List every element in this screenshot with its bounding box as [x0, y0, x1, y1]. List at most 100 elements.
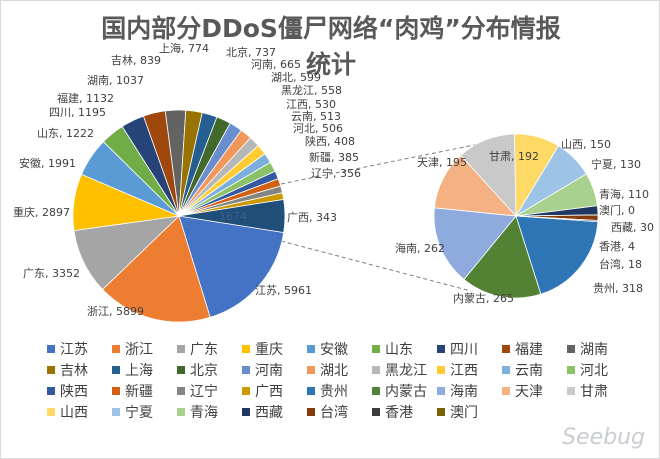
data-label-广东: 广东, 3352 — [23, 267, 80, 280]
pie-slice-香港 — [515, 215, 599, 223]
legend-label: 江苏 — [60, 341, 88, 358]
legend-item-上海: 上海 — [112, 362, 177, 379]
legend-swatch — [242, 344, 250, 353]
pie-slice-内蒙古 — [463, 215, 542, 299]
legend-swatch — [372, 344, 380, 353]
legend-label: 黑龙江 — [385, 362, 427, 379]
legend-item-四川: 四川 — [437, 341, 502, 358]
legend-item-宁夏: 宁夏 — [112, 404, 177, 421]
legend-swatch — [502, 386, 510, 395]
legend-swatch — [372, 386, 380, 395]
legend-swatch — [47, 344, 55, 353]
legend-item-北京: 北京 — [177, 362, 242, 379]
legend-swatch — [307, 407, 315, 416]
data-label-青海: 青海, 110 — [599, 188, 649, 201]
data-label-安徽: 安徽, 1991 — [19, 157, 76, 170]
legend-label: 海南 — [450, 383, 478, 400]
chart-title-line2: 统计 — [305, 50, 356, 79]
data-label-湖北: 湖北, 599 — [271, 71, 321, 84]
data-label-宁夏: 宁夏, 130 — [591, 158, 641, 171]
legend-label: 澳门 — [450, 404, 478, 421]
legend-label: 河南 — [255, 362, 283, 379]
data-label-云南: 云南, 513 — [291, 110, 341, 123]
connector-line-top — [280, 143, 480, 185]
legend-swatch — [242, 407, 250, 416]
pie-slice-other — [178, 199, 286, 233]
data-label-甘肃: 甘肃, 192 — [489, 150, 539, 163]
legend-label: 河北 — [580, 362, 608, 379]
legend-item-贵州: 贵州 — [307, 383, 372, 400]
legend-swatch — [502, 365, 510, 374]
legend-swatch — [567, 386, 575, 395]
legend-item-江西: 江西 — [437, 362, 502, 379]
legend-swatch — [112, 344, 120, 353]
legend-item-天津: 天津 — [502, 383, 567, 400]
data-label-江西: 江西, 530 — [286, 98, 336, 111]
legend-swatch — [242, 386, 250, 395]
data-label-澳门: 澳门, 0 — [599, 204, 635, 217]
legend-item-重庆: 重庆 — [242, 341, 307, 358]
legend-swatch — [47, 386, 55, 395]
legend-item-江苏: 江苏 — [47, 341, 112, 358]
legend-label: 香港 — [385, 404, 413, 421]
legend-swatch — [567, 344, 575, 353]
legend-item-台湾: 台湾 — [307, 404, 372, 421]
legend-swatch — [307, 386, 315, 395]
connector-line-bottom — [280, 240, 472, 292]
legend-item-河北: 河北 — [567, 362, 632, 379]
legend-swatch — [437, 344, 445, 353]
legend-label: 湖北 — [320, 362, 348, 379]
legend-label: 福建 — [515, 341, 543, 358]
legend-label: 安徽 — [320, 341, 348, 358]
data-label-台湾: 台湾, 18 — [599, 258, 642, 271]
legend-label: 天津 — [515, 383, 543, 400]
legend-item-西藏: 西藏 — [242, 404, 307, 421]
legend-swatch — [307, 344, 315, 353]
legend-swatch — [47, 365, 55, 374]
data-label-香港: 香港, 4 — [599, 240, 635, 253]
legend-label: 陕西 — [60, 383, 88, 400]
legend-swatch — [437, 386, 445, 395]
legend-label: 新疆 — [125, 383, 153, 400]
data-label-福建: 福建, 1132 — [57, 92, 114, 105]
legend-item-广西: 广西 — [242, 383, 307, 400]
legend-label: 重庆 — [255, 341, 283, 358]
legend-item-河南: 河南 — [242, 362, 307, 379]
legend-swatch — [437, 407, 445, 416]
legend-label: 四川 — [450, 341, 478, 358]
legend-swatch — [177, 386, 185, 395]
data-label-other: 1674 — [219, 210, 247, 223]
data-label-重庆: 重庆, 2897 — [13, 206, 70, 219]
data-label-西藏: 西藏, 30 — [611, 221, 654, 234]
legend-label: 青海 — [190, 404, 218, 421]
legend-item-湖北: 湖北 — [307, 362, 372, 379]
legend-label: 西藏 — [255, 404, 283, 421]
legend-swatch — [567, 365, 575, 374]
legend-swatch — [372, 407, 380, 416]
data-label-陕西: 陕西, 408 — [305, 135, 355, 148]
data-label-新疆: 新疆, 385 — [309, 151, 359, 164]
data-label-上海: 上海, 774 — [159, 42, 209, 55]
data-label-广西: 广西, 343 — [287, 211, 337, 224]
data-label-山西: 山西, 150 — [561, 138, 611, 151]
data-label-江苏: 江苏, 5961 — [255, 284, 312, 297]
legend-item-新疆: 新疆 — [112, 383, 177, 400]
legend-item-山西: 山西 — [47, 404, 112, 421]
data-label-山东: 山东, 1222 — [37, 127, 94, 140]
legend-label: 湖南 — [580, 341, 608, 358]
legend-item-吉林: 吉林 — [47, 362, 112, 379]
data-label-内蒙古: 内蒙古, 265 — [453, 292, 514, 305]
legend-label: 北京 — [190, 362, 218, 379]
data-label-四川: 四川, 1195 — [49, 106, 106, 119]
legend-label: 广西 — [255, 383, 283, 400]
legend-label: 内蒙古 — [385, 383, 427, 400]
legend-swatch — [177, 344, 185, 353]
legend-swatch — [437, 365, 445, 374]
data-label-北京: 北京, 737 — [226, 46, 276, 59]
legend-swatch — [177, 407, 185, 416]
legend-swatch — [112, 407, 120, 416]
legend-item-黑龙江: 黑龙江 — [372, 362, 437, 379]
data-label-黑龙江: 黑龙江, 558 — [281, 84, 342, 97]
legend-label: 贵州 — [320, 383, 348, 400]
